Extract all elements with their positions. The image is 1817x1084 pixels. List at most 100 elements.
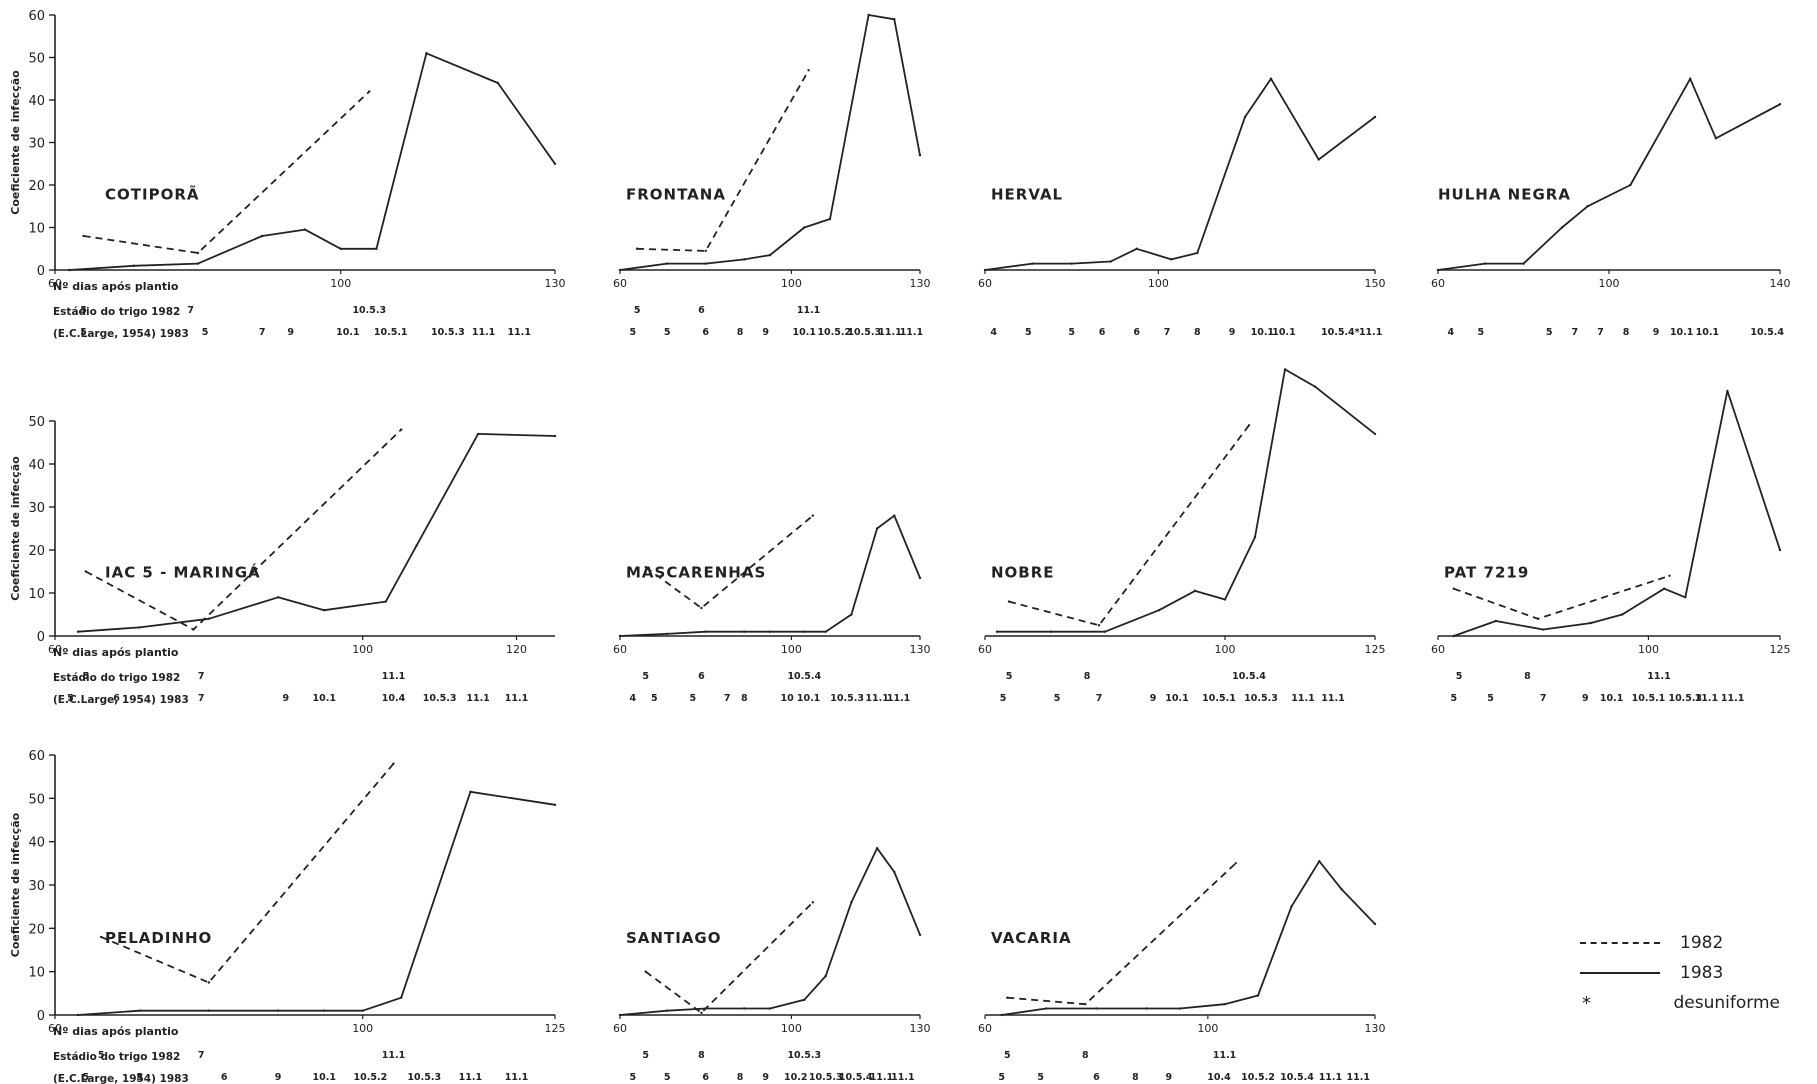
stage-label-1982: 11.1 [1213, 1050, 1236, 1061]
data-point-1983 [207, 1009, 211, 1012]
data-point-1983 [1145, 1007, 1148, 1010]
stage-label-1982: 7 [198, 671, 205, 682]
stage-label-1983: 11.1 [887, 693, 910, 704]
series-line-1983 [1437, 77, 1781, 271]
chart-title: PELADINHO [105, 929, 212, 947]
x-tick-label: 100 [352, 643, 373, 656]
data-point-1983 [1684, 596, 1687, 599]
x-tick-label: 100 [1148, 277, 1169, 290]
stage-label-1982: 5 [1456, 671, 1463, 682]
data-point-1983 [867, 13, 870, 17]
stage-label-1983: 11.1 [891, 1072, 914, 1083]
stage-label-1983: 5 [1546, 327, 1553, 338]
stage-label-1983: 10.1 [1600, 693, 1623, 704]
data-point-1982 [399, 428, 403, 431]
data-point-1983 [323, 609, 326, 612]
data-point-1982 [192, 628, 195, 631]
stage-label-1983: 5 [1450, 693, 1457, 704]
x-tick-label: 125 [545, 1022, 566, 1035]
series-line-1983 [619, 14, 921, 271]
stage-label-1983: 11.1 [1291, 693, 1314, 704]
data-point-1982 [84, 570, 87, 573]
chart-title: COTIPORÃ [105, 185, 199, 204]
series-line-1983 [984, 77, 1376, 271]
data-point-1983 [76, 630, 80, 633]
data-point-1983 [1256, 994, 1260, 997]
series-line-1982 [85, 428, 402, 631]
stage-row-label-1982: Estádio do trigo 1982 [53, 672, 180, 684]
legend: 1982 1983 * desuniforme [1580, 928, 1780, 1018]
data-point-1983 [1494, 619, 1498, 623]
x-tick-label: 100 [352, 1022, 373, 1035]
data-point-1983 [1373, 432, 1377, 436]
data-point-1983 [138, 1009, 141, 1012]
stage-label-1983: 10.5.1 [1202, 693, 1236, 704]
chart-title: VACARIA [991, 929, 1072, 947]
data-point-1983 [1663, 587, 1666, 590]
series-line-1982 [645, 514, 814, 609]
legend-solid-swatch [1580, 972, 1660, 974]
data-point-1983 [1589, 621, 1592, 625]
data-point-1982 [1007, 600, 1011, 603]
data-point-1983 [1689, 77, 1692, 80]
stage-label-1983: 11.1 [1321, 693, 1344, 704]
y-axis-label: Coeficiente de infecção [9, 456, 22, 601]
stage-label-1983: 9 [762, 1072, 769, 1083]
stage-label-1983: 10.5.4 [1280, 1072, 1314, 1083]
data-point-1983 [918, 154, 922, 157]
stage-label-1983: 7 [1096, 693, 1103, 704]
stage-label-1983: 11.1 [1347, 1072, 1370, 1083]
stage-label-1983: 10.1 [793, 327, 816, 338]
stage-label-1983: 11.1 [1695, 693, 1718, 704]
data-point-1983 [1778, 548, 1782, 552]
x-tick-label: 100 [330, 277, 351, 290]
stage-row-label-1982: Estádio do trigo 1982 [53, 1051, 180, 1063]
data-point-1983 [1318, 859, 1321, 863]
y-tick-label: 40 [28, 836, 45, 851]
data-point-1983 [1340, 888, 1343, 891]
x-tick-label: 60 [978, 643, 992, 656]
stage-label-1983: 10.5.3 [423, 693, 457, 704]
data-point-1983 [553, 434, 557, 438]
legend-label-1983: 1983 [1680, 963, 1724, 983]
y-tick-label: 10 [28, 222, 45, 237]
stage-label-1983: 11.1 [878, 327, 901, 338]
x-tick-label: 100 [1197, 1022, 1218, 1035]
stage-label-1982: 7 [198, 1050, 205, 1061]
stage-label-1983: 7 [1164, 327, 1171, 338]
y-axis-label: Coeficiente de infecção [9, 70, 22, 215]
stage-label-1983: 10.5.4 [839, 1072, 873, 1083]
data-point-1983 [469, 790, 472, 794]
chart-title: IAC 5 - MARINGÁ [105, 563, 261, 582]
data-point-1983 [1178, 1007, 1182, 1010]
x-tick-label: 120 [506, 643, 527, 656]
stage-label-1983: 10.5.3 [1668, 693, 1702, 704]
x-tick-label: 100 [1215, 643, 1236, 656]
data-point-1983 [1095, 1007, 1098, 1010]
stage-label-1982: 5 [642, 671, 649, 682]
data-point-1983 [918, 576, 922, 580]
data-point-1983 [1000, 1013, 1003, 1017]
data-point-1983 [1317, 158, 1320, 161]
y-tick-label: 0 [37, 630, 45, 645]
data-point-1983 [1269, 77, 1273, 80]
stage-label-1983: 9 [1653, 327, 1660, 338]
data-point-1983 [768, 1007, 772, 1010]
data-point-1982 [700, 606, 703, 610]
stage-row-label-1983: (E.C.Large, 1954) 1983 [53, 328, 189, 340]
x-tick-label: 60 [613, 277, 627, 290]
data-point-1983 [618, 268, 622, 272]
data-point-1983 [1283, 368, 1287, 371]
y-tick-label: 20 [28, 922, 45, 937]
stage-label-1982: 5 [1004, 1050, 1011, 1061]
data-point-1983 [665, 632, 669, 636]
data-point-1982 [207, 981, 211, 984]
data-point-1983 [496, 81, 500, 85]
stage-label-1983: 10.5.1 [1632, 693, 1666, 704]
stage-label-1983: 7 [1571, 327, 1578, 338]
data-point-1983 [276, 1009, 280, 1012]
data-point-1982 [1006, 996, 1009, 999]
y-tick-label: 20 [28, 544, 45, 559]
